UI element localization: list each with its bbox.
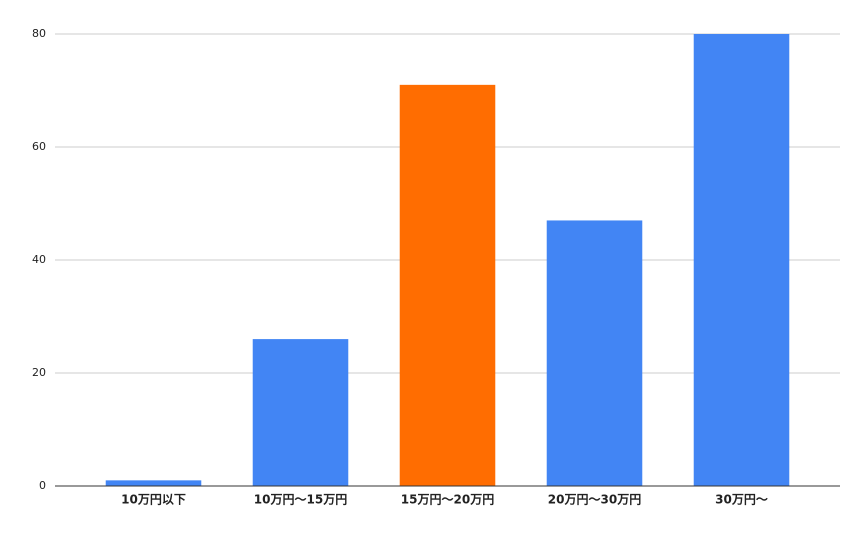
- bar: [399, 84, 496, 486]
- y-tick-label: 0: [39, 479, 46, 492]
- bar: [546, 220, 643, 486]
- x-tick-label: 30万円〜: [715, 493, 768, 507]
- y-tick-label: 20: [32, 366, 46, 379]
- bar: [105, 480, 202, 486]
- x-tick-label: 15万円〜20万円: [401, 493, 494, 507]
- x-tick-label: 10万円以下: [121, 493, 186, 507]
- bar: [252, 339, 349, 486]
- x-tick-label: 20万円〜30万円: [548, 493, 641, 507]
- x-tick-label: 10万円〜15万円: [254, 493, 347, 507]
- y-tick-label: 40: [32, 253, 46, 266]
- bar: [693, 34, 790, 486]
- y-tick-label: 80: [32, 27, 46, 40]
- y-tick-label: 60: [32, 140, 46, 153]
